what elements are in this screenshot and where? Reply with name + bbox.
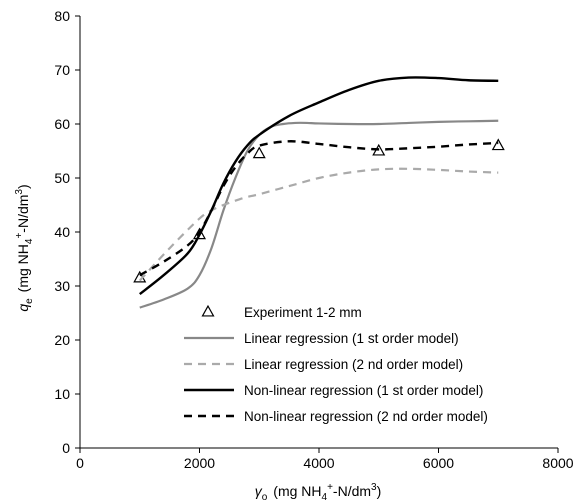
y-axis-title-unit-mid: -N/dm	[15, 195, 31, 233]
legend-label-3: Non-linear regression (1 st order model)	[244, 383, 483, 398]
y-axis-title-unit-open: (mg NH	[15, 244, 31, 292]
x-tick-label: 6000	[423, 455, 454, 471]
series-line-3	[139, 76, 499, 296]
legend-label-2: Linear regression (2 nd order model)	[244, 357, 463, 372]
y-axis-title-sub: e	[24, 298, 35, 304]
x-axis-title-unit-sup2: 3	[371, 482, 377, 493]
legend-label-1: Linear regression (1 st order model)	[244, 331, 459, 346]
series-line-1	[139, 119, 499, 309]
x-tick-label: 2000	[184, 455, 215, 471]
y-axis-title-unit-sup2: 3	[14, 189, 25, 195]
series-line-4	[139, 140, 499, 277]
y-axis-title-unit-sup: +	[14, 233, 25, 239]
experiment-point	[491, 138, 505, 151]
y-tick-label: 10	[54, 386, 70, 402]
legend-label-0: Experiment 1-2 mm	[244, 305, 362, 320]
legend-marker-0	[201, 304, 215, 317]
experiment-point	[252, 146, 266, 159]
plot-area: 0 2000 4000 6000 8000 0 10 20 30 40 50 60 70 80	[54, 8, 573, 471]
y-tick-label: 40	[54, 224, 70, 240]
x-tick-label: 8000	[542, 455, 573, 471]
y-tick-label: 20	[54, 332, 70, 348]
x-axis-title-unit-close: )	[377, 483, 382, 499]
y-tick-label: 60	[54, 116, 70, 132]
x-axis-title-unit-mid: -N/dm	[333, 483, 371, 499]
y-axis-title-unit-sub: 4	[24, 238, 35, 244]
y-tick-label: 80	[54, 8, 70, 24]
x-axis-title-unit-sup: +	[327, 482, 333, 493]
y-tick-label: 50	[54, 170, 70, 186]
series-layer	[133, 76, 505, 309]
legend-label-4: Non-linear regression (2 nd order model)	[244, 409, 488, 424]
y-axis-title-unit-close: )	[15, 184, 31, 189]
x-axis-title-unit-sub: 4	[322, 492, 328, 503]
legend: Experiment 1-2 mm Linear regression (1 st…	[184, 304, 488, 424]
x-axis-title: γo (mg NH4+-N/dm3)	[255, 482, 382, 503]
series-line-2	[138, 167, 499, 282]
y-tick-label: 30	[54, 278, 70, 294]
x-axis-title-sub: o	[262, 492, 268, 503]
ticks: 0 2000 4000 6000 8000 0 10 20 30 40 50 60 70 80	[54, 8, 573, 471]
y-tick-label: 0	[62, 440, 70, 456]
x-tick-label: 4000	[303, 455, 334, 471]
y-tick-label: 70	[54, 62, 70, 78]
y-axis-title: qe (mg NH4+-N/dm3)	[14, 184, 35, 311]
x-axis-title-unit-open: (mg NH	[273, 483, 321, 499]
y-axis-title-main: q	[15, 304, 31, 312]
x-tick-label: 0	[76, 455, 84, 471]
x-axis-title-main: γ	[255, 483, 263, 499]
